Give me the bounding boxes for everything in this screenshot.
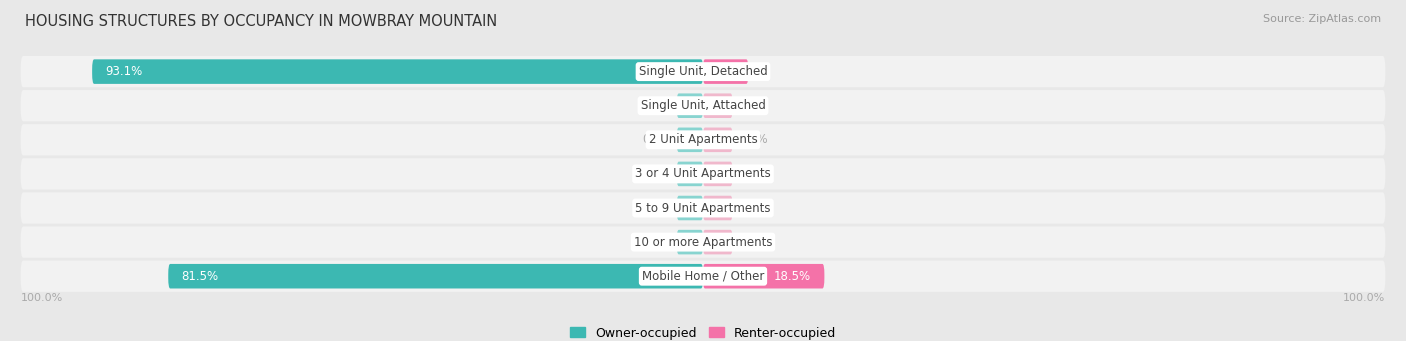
Text: 18.5%: 18.5%	[775, 270, 811, 283]
FancyBboxPatch shape	[676, 230, 703, 254]
FancyBboxPatch shape	[676, 196, 703, 220]
Text: 100.0%: 100.0%	[1343, 293, 1385, 303]
Text: 0.0%: 0.0%	[738, 236, 768, 249]
FancyBboxPatch shape	[703, 264, 824, 288]
Text: 100.0%: 100.0%	[21, 293, 63, 303]
Text: Single Unit, Detached: Single Unit, Detached	[638, 65, 768, 78]
Text: Single Unit, Attached: Single Unit, Attached	[641, 99, 765, 112]
Text: 0.0%: 0.0%	[643, 202, 672, 214]
FancyBboxPatch shape	[169, 264, 703, 288]
FancyBboxPatch shape	[21, 56, 1385, 87]
FancyBboxPatch shape	[21, 90, 1385, 121]
Text: 0.0%: 0.0%	[738, 167, 768, 180]
Text: 0.0%: 0.0%	[738, 202, 768, 214]
Text: 3 or 4 Unit Apartments: 3 or 4 Unit Apartments	[636, 167, 770, 180]
Text: 0.0%: 0.0%	[738, 133, 768, 146]
FancyBboxPatch shape	[21, 124, 1385, 155]
FancyBboxPatch shape	[703, 59, 748, 84]
Text: 0.0%: 0.0%	[643, 167, 672, 180]
FancyBboxPatch shape	[93, 59, 703, 84]
Text: 0.0%: 0.0%	[643, 133, 672, 146]
FancyBboxPatch shape	[703, 196, 733, 220]
Text: 93.1%: 93.1%	[105, 65, 142, 78]
Text: 0.0%: 0.0%	[643, 236, 672, 249]
FancyBboxPatch shape	[21, 158, 1385, 190]
Text: 0.0%: 0.0%	[738, 99, 768, 112]
FancyBboxPatch shape	[676, 128, 703, 152]
Text: HOUSING STRUCTURES BY OCCUPANCY IN MOWBRAY MOUNTAIN: HOUSING STRUCTURES BY OCCUPANCY IN MOWBR…	[25, 14, 498, 29]
FancyBboxPatch shape	[21, 226, 1385, 258]
FancyBboxPatch shape	[703, 162, 733, 186]
FancyBboxPatch shape	[21, 192, 1385, 224]
FancyBboxPatch shape	[703, 128, 733, 152]
FancyBboxPatch shape	[21, 261, 1385, 292]
FancyBboxPatch shape	[703, 230, 733, 254]
Text: 81.5%: 81.5%	[181, 270, 218, 283]
Text: Mobile Home / Other: Mobile Home / Other	[641, 270, 765, 283]
FancyBboxPatch shape	[676, 93, 703, 118]
Legend: Owner-occupied, Renter-occupied: Owner-occupied, Renter-occupied	[569, 327, 837, 340]
Text: 2 Unit Apartments: 2 Unit Apartments	[648, 133, 758, 146]
Text: Source: ZipAtlas.com: Source: ZipAtlas.com	[1263, 14, 1381, 24]
Text: 6.9%: 6.9%	[706, 65, 735, 78]
FancyBboxPatch shape	[676, 162, 703, 186]
Text: 5 to 9 Unit Apartments: 5 to 9 Unit Apartments	[636, 202, 770, 214]
Text: 0.0%: 0.0%	[643, 99, 672, 112]
Text: 10 or more Apartments: 10 or more Apartments	[634, 236, 772, 249]
FancyBboxPatch shape	[703, 93, 733, 118]
